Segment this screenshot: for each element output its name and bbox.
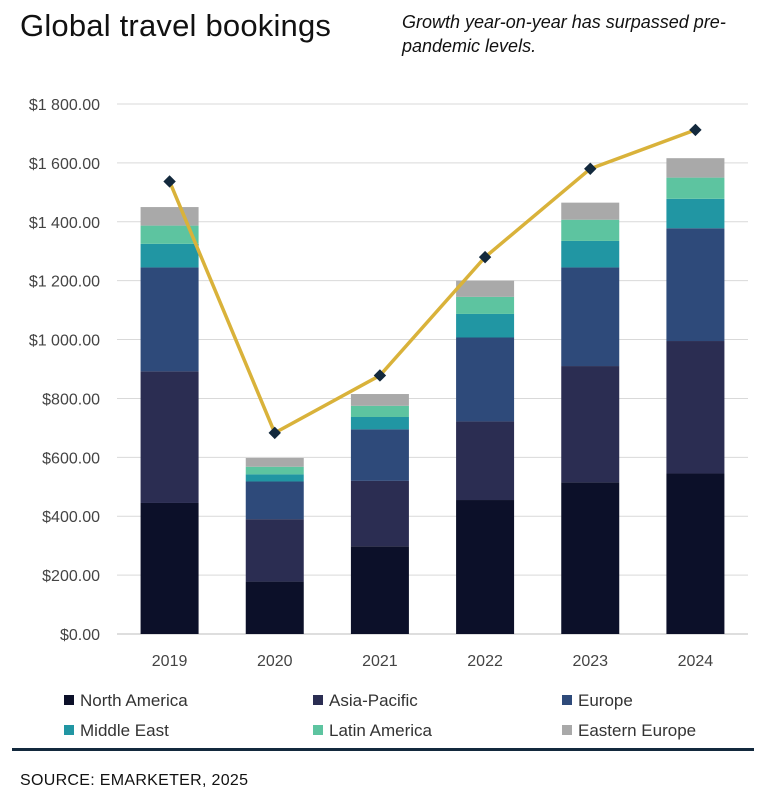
y-tick-label: $800.00 xyxy=(42,391,100,408)
bar-segment-latin-america xyxy=(245,466,304,475)
bar-segment-north-america xyxy=(561,482,620,634)
bar-segment-eastern-europe xyxy=(456,280,515,297)
bar-segment-eastern-europe xyxy=(561,202,620,220)
bar-segment-asia-pacific xyxy=(245,519,304,582)
bar-segment-eastern-europe xyxy=(245,457,304,467)
bar-segment-middle-east xyxy=(666,198,725,229)
footer-divider xyxy=(12,748,754,751)
bar-segment-latin-america xyxy=(350,405,409,417)
y-tick-label: $1 200.00 xyxy=(29,274,100,291)
bar-segment-asia-pacific xyxy=(561,366,620,483)
bar-segment-eastern-europe xyxy=(666,158,725,178)
source-note: SOURCE: EMARKETER, 2025 xyxy=(20,772,249,789)
legend-swatch xyxy=(313,725,323,735)
x-tick-label: 2022 xyxy=(467,653,503,670)
bar-segment-middle-east xyxy=(245,474,304,482)
chart-subtitle: Growth year-on-year has surpassed pre-pa… xyxy=(402,12,726,56)
x-tick-label: 2020 xyxy=(257,653,293,670)
line-marker xyxy=(268,426,281,440)
bar-segment-eastern-europe xyxy=(140,207,199,226)
line-marker xyxy=(689,123,702,137)
legend-swatch xyxy=(562,725,572,735)
bar-segment-latin-america xyxy=(561,219,620,241)
bar-segment-north-america xyxy=(666,473,725,634)
chart-title: Global travel bookings xyxy=(20,8,332,43)
line-marker xyxy=(163,175,176,188)
x-tick-label: 2024 xyxy=(678,653,714,670)
legend-label: North America xyxy=(80,691,188,710)
bar-segment-europe xyxy=(350,429,409,481)
legend-label: Latin America xyxy=(329,721,433,740)
legend-label: Eastern Europe xyxy=(578,721,696,740)
legend-swatch xyxy=(64,725,74,735)
bar-segment-eastern-europe xyxy=(350,394,409,406)
y-tick-label: $1 800.00 xyxy=(29,97,100,114)
bar-segment-middle-east xyxy=(140,243,199,268)
x-tick-label: 2021 xyxy=(362,653,398,670)
bar-segment-north-america xyxy=(456,500,515,634)
legend-swatch xyxy=(313,695,323,705)
line-marker xyxy=(373,369,387,382)
bar-segment-asia-pacific xyxy=(350,480,409,547)
y-tick-label: $200.00 xyxy=(42,568,100,585)
line-marker xyxy=(478,250,492,264)
bar-segment-asia-pacific xyxy=(666,341,725,474)
bar-segment-latin-america xyxy=(456,296,515,314)
bar-segment-asia-pacific xyxy=(456,421,515,501)
legend-label: Middle East xyxy=(80,721,169,740)
legend-label: Asia-Pacific xyxy=(329,691,418,710)
bar-segment-europe xyxy=(666,228,725,342)
bar-segment-middle-east xyxy=(561,240,620,268)
bar-segment-north-america xyxy=(245,581,304,634)
y-tick-label: $1 600.00 xyxy=(29,156,100,173)
bar-segment-north-america xyxy=(350,546,409,634)
line-marker xyxy=(584,162,597,175)
legend-swatch xyxy=(64,695,74,705)
y-tick-label: $1 400.00 xyxy=(29,215,100,232)
bar-segment-europe xyxy=(140,267,199,372)
legend-swatch xyxy=(562,695,572,705)
bar-segment-middle-east xyxy=(456,313,515,338)
x-tick-label: 2023 xyxy=(572,653,608,670)
trend-line xyxy=(167,128,697,435)
bar-segment-middle-east xyxy=(350,416,409,430)
y-tick-label: $400.00 xyxy=(42,509,100,526)
bar-segment-europe xyxy=(561,267,620,367)
bar-segment-asia-pacific xyxy=(140,371,199,503)
bar-segment-europe xyxy=(456,337,515,422)
bar-segment-latin-america xyxy=(666,177,725,199)
y-tick-label: $600.00 xyxy=(42,450,100,467)
y-tick-label: $1 000.00 xyxy=(29,333,100,350)
bar-segment-europe xyxy=(245,481,304,520)
x-tick-label: 2019 xyxy=(152,653,188,670)
legend-label: Europe xyxy=(578,691,633,710)
bar-segment-latin-america xyxy=(140,225,199,244)
stacked-bar-chart: $0.00 $200.00 $400.00 $600.00 $800.00 $1 000.… xyxy=(29,97,748,740)
bar-segment-north-america xyxy=(140,502,199,634)
y-tick-label: $0.00 xyxy=(60,627,100,644)
